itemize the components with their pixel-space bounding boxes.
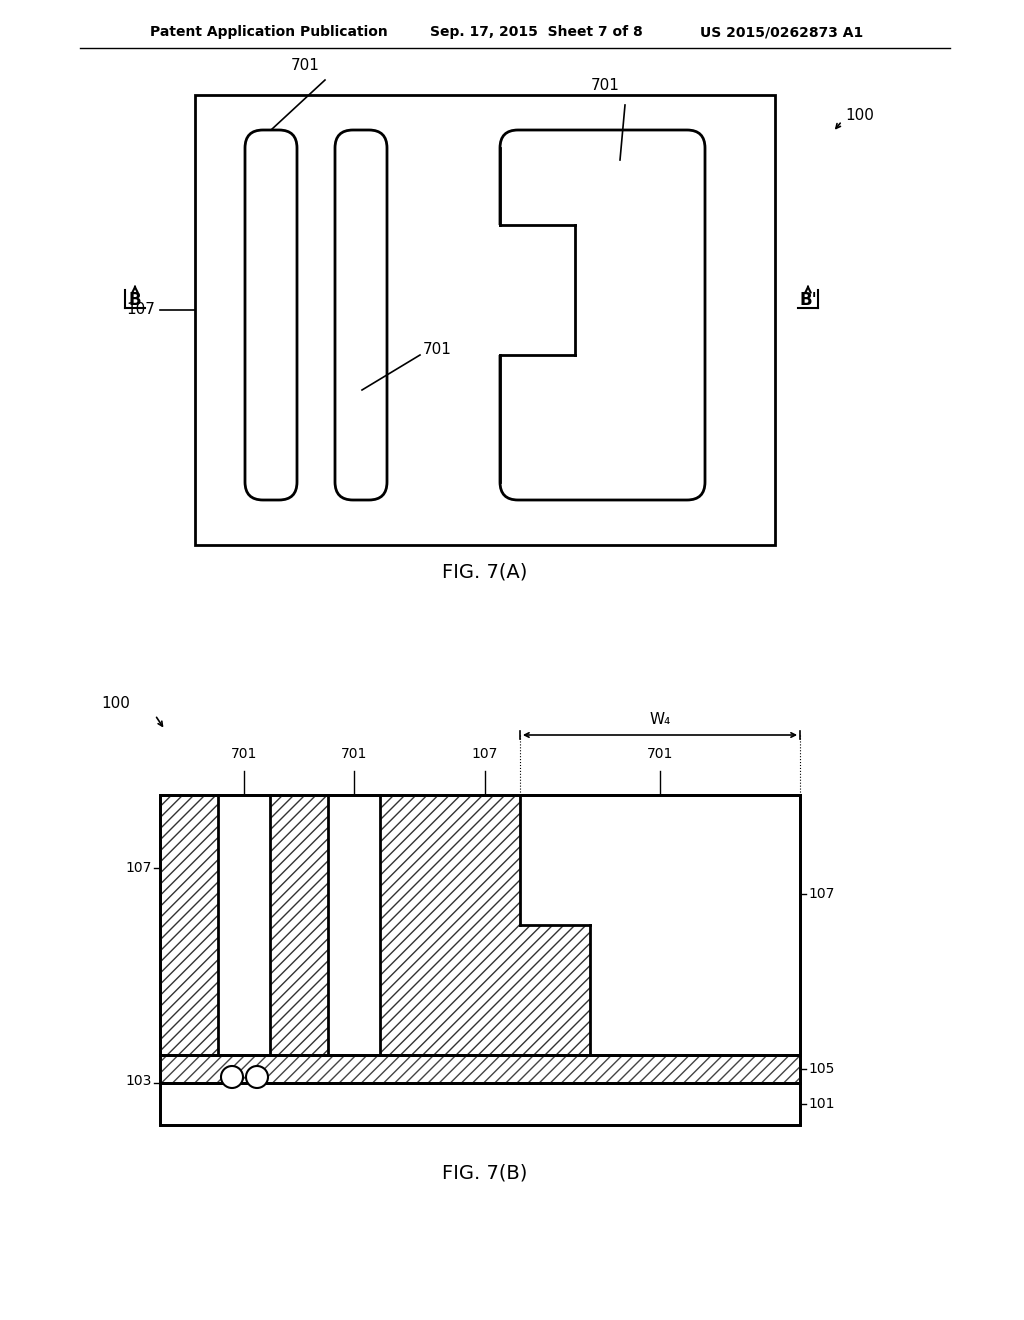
Bar [328, 795, 380, 1055]
Text: 101: 101 [808, 1097, 835, 1111]
Bar [195, 95, 775, 545]
Text: Patent Application Publication: Patent Application Publication [150, 25, 388, 40]
Bar [590, 925, 800, 1055]
Text: 100: 100 [845, 107, 873, 123]
Bar [160, 795, 800, 1055]
Text: W₃: W₃ [660, 833, 680, 846]
FancyBboxPatch shape [335, 129, 387, 500]
Bar [498, 224, 520, 355]
Text: B': B' [799, 290, 817, 309]
Text: 701: 701 [423, 342, 452, 358]
Bar [160, 1082, 800, 1125]
Bar [520, 795, 800, 925]
Text: 107: 107 [472, 747, 499, 762]
Circle shape [221, 1067, 243, 1088]
FancyBboxPatch shape [245, 129, 297, 500]
Bar [160, 1055, 800, 1082]
Text: 105: 105 [808, 1063, 835, 1076]
Text: 107: 107 [126, 302, 155, 318]
Bar [160, 1055, 800, 1082]
Text: 100: 100 [101, 696, 130, 710]
Text: FIG. 7(A): FIG. 7(A) [442, 562, 527, 582]
Text: Sep. 17, 2015  Sheet 7 of 8: Sep. 17, 2015 Sheet 7 of 8 [430, 25, 643, 40]
Text: W₂: W₂ [695, 969, 715, 983]
Bar [160, 795, 800, 1055]
Bar [160, 1055, 800, 1082]
Bar [160, 795, 800, 1055]
Text: 107: 107 [126, 861, 152, 875]
Text: 701: 701 [230, 747, 257, 762]
Bar [160, 1082, 800, 1125]
Bar [498, 224, 575, 355]
Text: 701: 701 [291, 58, 319, 73]
Circle shape [246, 1067, 268, 1088]
Text: US 2015/0262873 A1: US 2015/0262873 A1 [700, 25, 863, 40]
Text: B: B [129, 290, 141, 309]
Text: 103: 103 [126, 1074, 152, 1088]
Text: 701: 701 [647, 747, 673, 762]
Text: 701: 701 [591, 78, 620, 92]
Text: 107: 107 [808, 887, 835, 900]
Text: FIG. 7(B): FIG. 7(B) [442, 1163, 527, 1183]
Bar [218, 795, 270, 1055]
Text: 701: 701 [341, 747, 368, 762]
FancyBboxPatch shape [500, 129, 705, 500]
Text: W₄: W₄ [649, 711, 671, 726]
